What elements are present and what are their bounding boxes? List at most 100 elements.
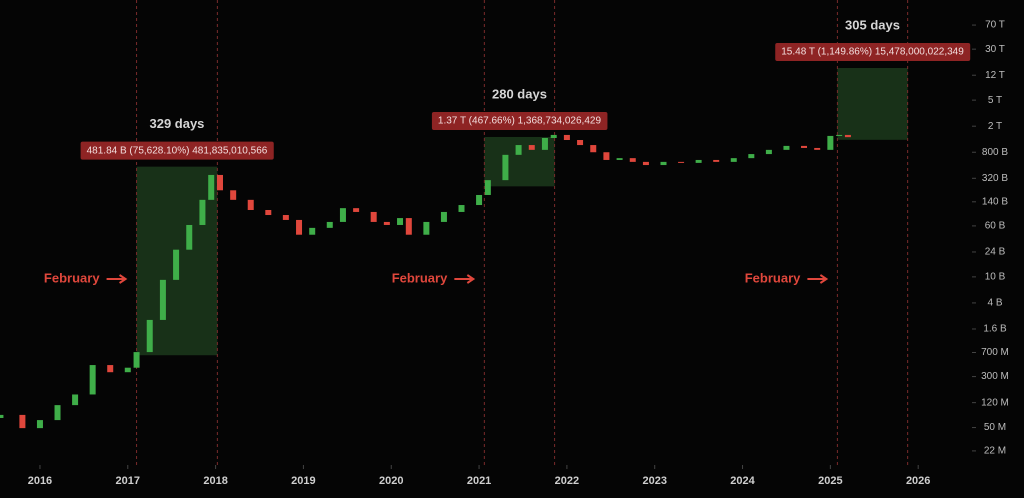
x-tick-label: 2024 [730, 475, 755, 487]
candle [730, 158, 737, 162]
x-tick-label: 2026 [906, 475, 930, 487]
candle [660, 161, 667, 166]
change-label-box [431, 111, 608, 130]
candle [801, 145, 808, 148]
range-box [837, 67, 908, 140]
candle [89, 365, 96, 395]
y-tick-label: 1.6 B [983, 324, 1007, 335]
y-tick-label: 320 B [982, 173, 1008, 184]
change-label: 15.48 T (1,149.86%) 15,478,000,022,349 [781, 47, 964, 58]
candle [748, 154, 755, 159]
marker-arrow [106, 274, 128, 284]
candle [216, 174, 223, 191]
marker-arrow [454, 274, 476, 284]
candle [353, 208, 360, 212]
y-tick-label: 800 B [982, 147, 1008, 158]
x-tick-label: 2021 [467, 475, 491, 487]
y-tick-label: 70 T [985, 20, 1005, 31]
candle [541, 137, 548, 150]
candle [814, 147, 821, 150]
candle [827, 135, 834, 150]
y-tick-label: 140 B [982, 196, 1008, 207]
candle [247, 199, 254, 210]
candle [282, 215, 289, 220]
y-tick-label: 60 B [985, 221, 1006, 232]
x-tick-label: 2016 [28, 475, 52, 487]
candle [484, 180, 491, 195]
candle [603, 152, 610, 160]
candle [629, 158, 636, 162]
candle [590, 145, 597, 153]
candle [72, 394, 79, 406]
candle [208, 174, 215, 200]
change-label-box [80, 141, 274, 160]
y-tick-label: 2 T [988, 121, 1002, 132]
candle [440, 211, 447, 222]
candle [107, 365, 114, 373]
y-tick-label: 10 B [985, 272, 1006, 283]
candle [765, 149, 772, 155]
days-label: 280 days [492, 86, 547, 101]
x-tick-label: 2019 [291, 475, 315, 487]
days-label: 305 days [845, 17, 900, 32]
x-tick-label: 2023 [642, 475, 666, 487]
candle [159, 279, 166, 320]
candle [397, 218, 404, 225]
candle [695, 159, 702, 163]
candle [577, 140, 584, 146]
candle [230, 190, 237, 200]
x-tick-label: 2025 [818, 475, 842, 487]
candle [476, 194, 483, 206]
change-label-box [775, 42, 971, 61]
candle [383, 221, 390, 225]
candle [36, 420, 43, 429]
y-tick-label: 120 M [981, 397, 1009, 408]
candle [528, 145, 535, 150]
x-tick-label: 2020 [379, 475, 403, 487]
candle [616, 158, 623, 160]
candle [678, 161, 685, 163]
candle [133, 352, 140, 368]
candle [186, 224, 193, 250]
y-tick-label: 300 M [981, 371, 1009, 382]
marker-label: February [44, 270, 100, 285]
candle [19, 414, 26, 429]
candle [642, 161, 649, 166]
candle [54, 405, 61, 421]
candle [309, 227, 316, 235]
y-tick-label: 24 B [985, 247, 1006, 258]
x-tick-label: 2018 [203, 475, 227, 487]
candle [296, 219, 303, 235]
y-tick-label: 30 T [985, 44, 1005, 55]
candle [326, 221, 333, 228]
change-label: 1.37 T (467.66%) 1,368,734,026,429 [438, 116, 602, 127]
candle [146, 319, 153, 353]
y-tick-label: 4 B [987, 298, 1002, 309]
candle [783, 145, 790, 150]
candle [124, 367, 131, 373]
candle [550, 134, 557, 138]
y-tick-label: 22 M [984, 446, 1006, 457]
y-tick-label: 50 M [984, 422, 1006, 433]
candle [713, 159, 720, 162]
y-tick-label: 12 T [985, 70, 1005, 81]
candle [423, 221, 430, 235]
candle [370, 211, 377, 222]
candle [836, 134, 843, 136]
y-tick-label: 700 M [981, 347, 1009, 358]
x-tick-label: 2022 [555, 475, 579, 487]
candle [563, 134, 570, 141]
days-label: 329 days [149, 116, 204, 131]
marker-label: February [745, 270, 801, 285]
candle [844, 134, 851, 138]
change-label: 481.84 B (75,628.10%) 481,835,010,566 [87, 145, 268, 156]
candle [173, 249, 180, 280]
candle [405, 218, 412, 235]
marker-label: February [392, 270, 448, 285]
candle [515, 145, 522, 155]
candle [265, 209, 272, 216]
x-tick-label: 2017 [116, 475, 140, 487]
y-tick-label: 5 T [988, 95, 1002, 106]
candle [199, 199, 206, 225]
